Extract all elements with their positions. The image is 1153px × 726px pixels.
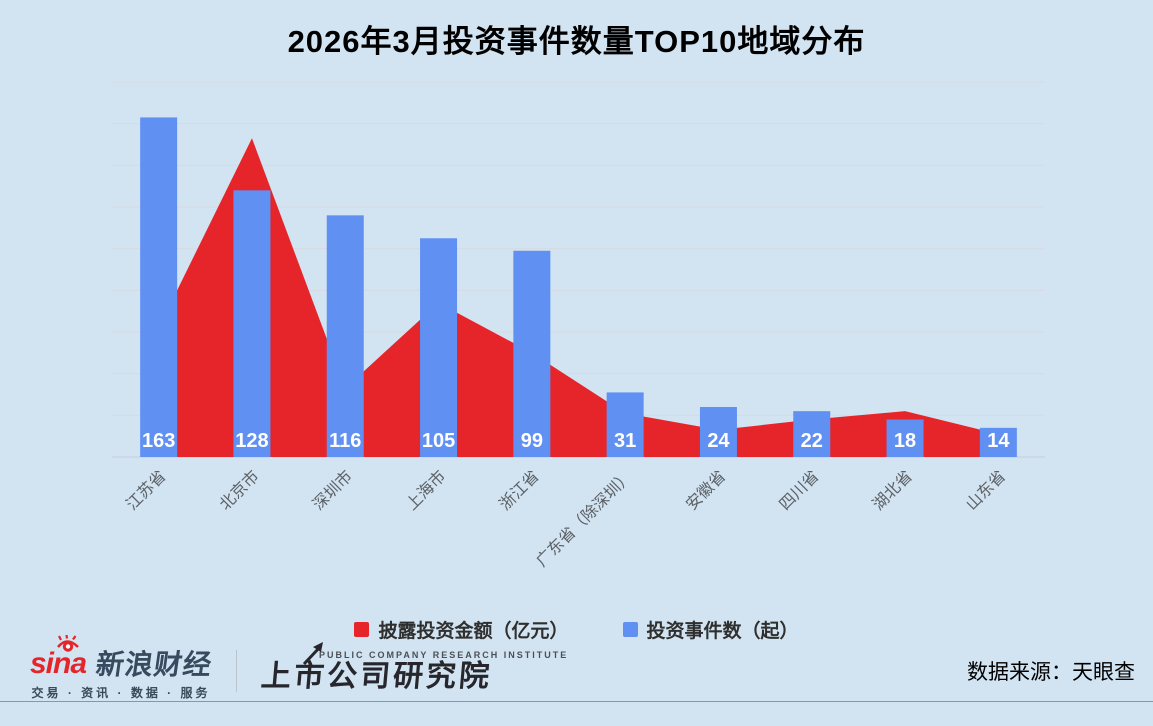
legend-swatch-red bbox=[354, 622, 370, 637]
bar-value-label: 128 bbox=[235, 430, 268, 452]
bar-value-label: 116 bbox=[329, 430, 361, 452]
sina-logo-row: sina 新浪财经 bbox=[30, 635, 215, 680]
event-count-bar bbox=[326, 215, 364, 457]
sina-tagline: 交易 · 资讯 · 数据 · 服务 bbox=[31, 686, 211, 700]
bar-value-label: 22 bbox=[801, 430, 823, 452]
event-count-bar bbox=[979, 427, 1017, 457]
bar-value-label: 24 bbox=[707, 430, 730, 452]
event-count-bar bbox=[420, 238, 458, 457]
legend-item-count: 投资事件数（起） bbox=[622, 616, 799, 643]
x-axis-label: 江苏省 bbox=[123, 467, 170, 514]
sina-eye-icon bbox=[56, 635, 79, 652]
sina-wordmark: sina bbox=[30, 635, 87, 680]
x-axis-label: 深圳市 bbox=[309, 467, 356, 514]
footer-rule bbox=[0, 701, 1153, 702]
legend-label-amount: 披露投资金额（亿元） bbox=[378, 621, 569, 642]
x-axis-label: 广东省（除深圳） bbox=[533, 467, 636, 570]
x-axis-label: 湖北省 bbox=[869, 467, 916, 514]
bar-value-label: 163 bbox=[142, 430, 175, 452]
sina-brand-text: 新浪财经 bbox=[93, 649, 215, 680]
x-axis-label: 四川省 bbox=[776, 467, 823, 514]
x-axis-label: 上海市 bbox=[403, 467, 450, 514]
x-axis-label: 山东省 bbox=[962, 467, 1009, 514]
bar-value-label: 14 bbox=[987, 430, 1010, 452]
institute-caption: PUBLIC COMPANY RESEARCH INSTITUTE bbox=[319, 650, 569, 660]
x-axis-label: 安徽省 bbox=[683, 467, 730, 514]
event-count-bar bbox=[886, 419, 924, 457]
investment-amount-area bbox=[158, 138, 999, 457]
chart-legend: 披露投资金额（亿元） 投资事件数（起） bbox=[0, 616, 1153, 643]
x-axis-label: 浙江省 bbox=[496, 467, 543, 514]
bar-value-label: 105 bbox=[422, 430, 455, 452]
x-axis-label: 北京市 bbox=[216, 467, 263, 514]
footer-divider bbox=[236, 650, 238, 692]
legend-swatch-blue bbox=[622, 622, 638, 637]
chart-plot-area: 163 江苏省 128 北京市 116 深圳市 105 上海市 99 浙江省 31 广东省（除深圳） 2… bbox=[112, 81, 1045, 570]
bar-value-label: 31 bbox=[614, 430, 636, 452]
event-count-bar bbox=[699, 407, 737, 457]
event-count-bar bbox=[233, 190, 271, 458]
data-source-text: 数据来源：天眼查 bbox=[967, 661, 1135, 684]
event-count-bar bbox=[606, 392, 644, 457]
footer-logos: sina 新浪财经 交易 · 资讯 · 数据 · 服务 PUBLIC COMPA… bbox=[30, 635, 569, 701]
footer: sina 新浪财经 交易 · 资讯 · 数据 · 服务 PUBLIC COMPA… bbox=[0, 635, 1153, 701]
institute-logo: PUBLIC COMPANY RESEARCH INSTITUTE 上市公司研究… bbox=[259, 642, 569, 693]
legend-item-amount: 披露投资金额（亿元） bbox=[354, 616, 569, 643]
event-count-bar bbox=[793, 411, 831, 457]
bar-value-label: 99 bbox=[521, 430, 543, 452]
sina-logo-text: sina bbox=[30, 647, 87, 680]
event-count-bar bbox=[140, 117, 178, 458]
chart-title: 2026年3月投资事件数量TOP10地域分布 bbox=[287, 24, 866, 59]
legend-label-count: 投资事件数（起） bbox=[646, 621, 799, 642]
institute-name: 上市公司研究院 bbox=[259, 660, 494, 693]
event-count-bar bbox=[513, 250, 551, 457]
sina-finance-logo: sina 新浪财经 交易 · 资讯 · 数据 · 服务 bbox=[30, 635, 215, 701]
arrow-up-icon bbox=[302, 642, 324, 666]
bar-value-label: 18 bbox=[894, 430, 916, 452]
